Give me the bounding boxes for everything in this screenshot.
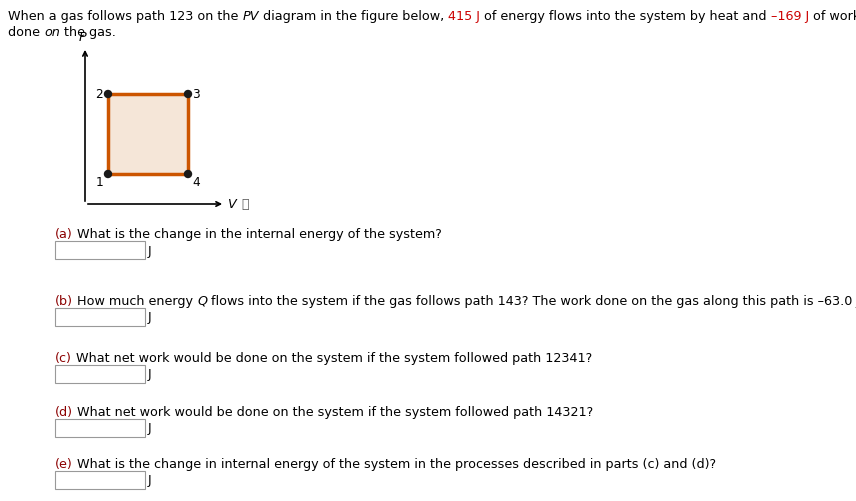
Text: How much energy: How much energy — [73, 295, 197, 308]
Text: of energy flows into the system by heat and: of energy flows into the system by heat … — [480, 10, 770, 23]
Text: diagram in the figure below,: diagram in the figure below, — [259, 10, 449, 23]
Text: (e): (e) — [55, 457, 73, 470]
Text: of work is: of work is — [809, 10, 856, 23]
Polygon shape — [108, 95, 188, 175]
Text: ⓘ: ⓘ — [241, 198, 248, 211]
Text: 1: 1 — [95, 176, 103, 188]
Circle shape — [185, 171, 192, 178]
Text: V: V — [228, 198, 237, 211]
Text: flows into the system if the gas follows path 143? The work done on the gas alon: flows into the system if the gas follows… — [207, 295, 856, 308]
Text: (c): (c) — [55, 351, 72, 364]
Text: (d): (d) — [55, 405, 73, 418]
Text: J: J — [148, 368, 152, 381]
Text: What net work would be done on the system if the system followed path 12341?: What net work would be done on the syste… — [72, 351, 592, 364]
Text: P: P — [79, 31, 86, 44]
Text: What is the change in the internal energy of the system?: What is the change in the internal energ… — [73, 227, 442, 240]
Text: J: J — [148, 311, 152, 324]
Circle shape — [185, 91, 192, 98]
Text: What is the change in internal energy of the system in the processes described i: What is the change in internal energy of… — [73, 457, 716, 470]
Text: (a): (a) — [55, 227, 73, 240]
Text: the gas.: the gas. — [60, 26, 116, 39]
Text: J: J — [148, 473, 152, 486]
Text: J: J — [148, 422, 152, 435]
Bar — [55, 241, 145, 260]
Text: 415 J: 415 J — [449, 10, 480, 23]
Text: –169 J: –169 J — [770, 10, 809, 23]
Text: done: done — [8, 26, 44, 39]
Text: Q: Q — [197, 295, 207, 308]
Circle shape — [104, 171, 111, 178]
Bar — [55, 309, 145, 326]
Text: When a gas follows path 123 on the: When a gas follows path 123 on the — [8, 10, 242, 23]
Bar — [55, 471, 145, 489]
Text: PV: PV — [242, 10, 259, 23]
Text: 4: 4 — [192, 176, 199, 188]
Text: (b): (b) — [55, 295, 73, 308]
Text: 3: 3 — [192, 87, 199, 100]
Bar — [55, 365, 145, 383]
Text: J: J — [148, 244, 152, 257]
Circle shape — [104, 91, 111, 98]
Text: on: on — [44, 26, 60, 39]
Text: What net work would be done on the system if the system followed path 14321?: What net work would be done on the syste… — [73, 405, 593, 418]
Text: 2: 2 — [95, 87, 103, 100]
Bar — [55, 419, 145, 437]
